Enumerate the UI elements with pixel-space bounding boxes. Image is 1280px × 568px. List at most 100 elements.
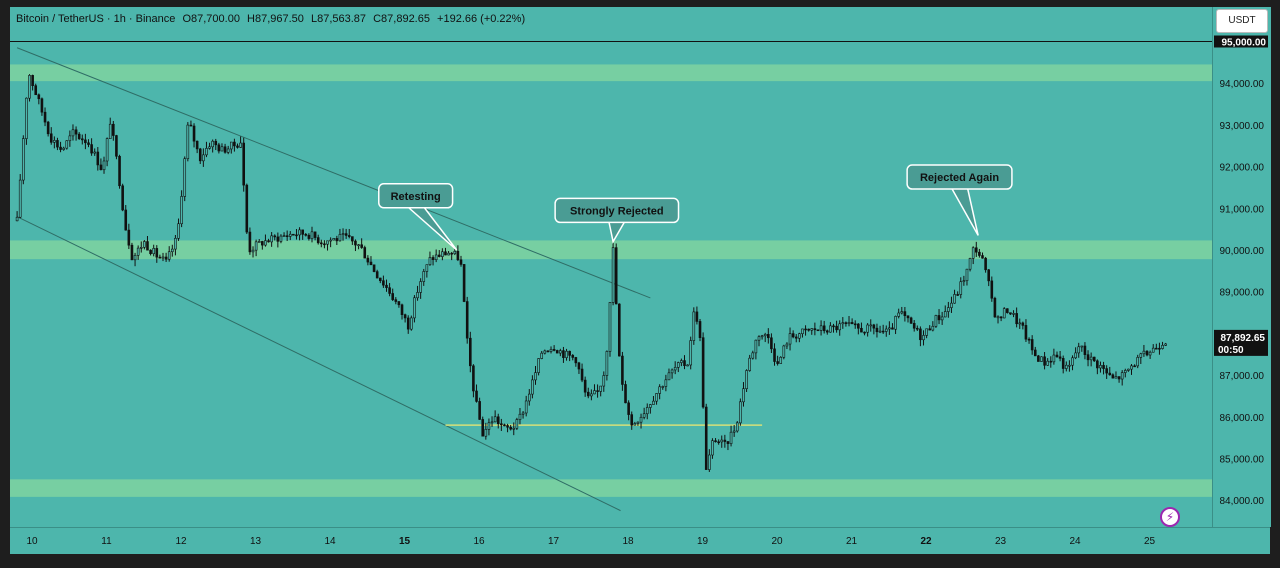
candle-body (943, 311, 947, 318)
plot-area[interactable] (10, 7, 1212, 527)
candle-body (586, 391, 590, 397)
candle-body (313, 231, 317, 238)
candle-body (226, 148, 230, 153)
candle-body (1120, 372, 1124, 380)
candle-body (205, 148, 208, 156)
candle-body (884, 328, 888, 332)
candle-body (295, 234, 298, 237)
candle-body (1052, 354, 1056, 363)
candle-body (161, 256, 165, 259)
candle-body (450, 252, 453, 255)
candle-body (810, 328, 814, 331)
candle-body (999, 316, 1003, 319)
candle-body (745, 370, 748, 390)
candle-body (487, 422, 491, 430)
candle-body (782, 345, 786, 358)
candle-body (909, 317, 913, 324)
candle-body (74, 129, 78, 135)
candle-body (903, 311, 907, 317)
candle-body (860, 327, 863, 333)
candle-body (102, 160, 106, 171)
candle-body (382, 280, 385, 286)
zone-band (10, 64, 1212, 82)
candle-body (403, 314, 407, 319)
candle-body (378, 277, 382, 282)
candle-body (947, 307, 950, 312)
candle-body (338, 234, 342, 242)
candle-body (248, 231, 252, 253)
candle-body (385, 284, 388, 288)
time-axis-label: 21 (846, 536, 858, 547)
candle-body (139, 247, 143, 249)
time-axis-label: 22 (920, 536, 932, 547)
candle-body (229, 141, 233, 150)
candle-body (195, 140, 199, 150)
candle-body (717, 441, 720, 444)
candle-body (164, 256, 168, 260)
candle-body (397, 301, 401, 306)
candle-body (363, 247, 367, 259)
candle-body (965, 268, 969, 281)
candle-body (698, 321, 702, 338)
candle-body (788, 333, 792, 345)
candle-body (335, 238, 339, 242)
candle-body (62, 147, 65, 150)
price-axis-label: 85,000.00 (1220, 455, 1265, 466)
candle-body (475, 390, 478, 402)
legend-close: C87,892.65 (373, 13, 430, 25)
candle-body (673, 367, 677, 371)
candle-body (714, 440, 717, 443)
candle-body (599, 385, 602, 392)
candle-body (984, 257, 987, 271)
candle-body (922, 335, 925, 341)
legend-symbol[interactable]: Bitcoin / TetherUS · 1h · Binance (16, 13, 176, 25)
trendline (16, 47, 651, 299)
candle-body (618, 303, 621, 357)
callout-box (554, 197, 680, 224)
candle-body (351, 236, 354, 242)
candle-body (956, 294, 959, 296)
candle-body (1027, 338, 1031, 341)
candle-body (891, 327, 894, 330)
candle-body (583, 379, 587, 393)
candle-body (611, 247, 615, 303)
price-scale[interactable] (1212, 7, 1271, 527)
candle-body (481, 419, 485, 437)
candle-body (934, 315, 938, 327)
candle-body (437, 254, 441, 257)
candle-body (642, 413, 646, 418)
candle-body (723, 439, 727, 442)
time-axis-label: 23 (995, 536, 1007, 547)
candle-body (720, 439, 724, 443)
candle-body (323, 243, 326, 246)
candle-body (46, 121, 50, 135)
time-axis-label: 16 (473, 536, 485, 547)
candle-body (785, 343, 789, 347)
candle-body (1148, 351, 1152, 356)
price-axis-label: 91,000.00 (1220, 204, 1265, 215)
candle-body (658, 386, 661, 394)
candle-body (689, 340, 693, 366)
currency-selector[interactable]: USDT (1216, 9, 1268, 33)
candle-body (410, 317, 413, 330)
candle-body (434, 254, 438, 260)
candle-body (562, 350, 565, 358)
candle-body (233, 141, 236, 147)
candle-body (1108, 372, 1112, 376)
candle-body (645, 407, 649, 415)
candle-body (636, 421, 640, 424)
lightning-icon[interactable]: ⚡ (1160, 507, 1180, 527)
candle-body (115, 135, 118, 157)
candle-body (1105, 368, 1108, 374)
time-scale[interactable] (10, 527, 1270, 554)
candle-body (242, 142, 246, 186)
candle-body (524, 400, 528, 414)
candle-body (664, 379, 668, 387)
time-axis-label: 18 (622, 536, 634, 547)
candle-body (875, 327, 879, 333)
candle-body (825, 330, 829, 333)
callout-label: Retesting (391, 191, 441, 203)
candle-body (857, 323, 860, 329)
candle-body (152, 248, 155, 255)
